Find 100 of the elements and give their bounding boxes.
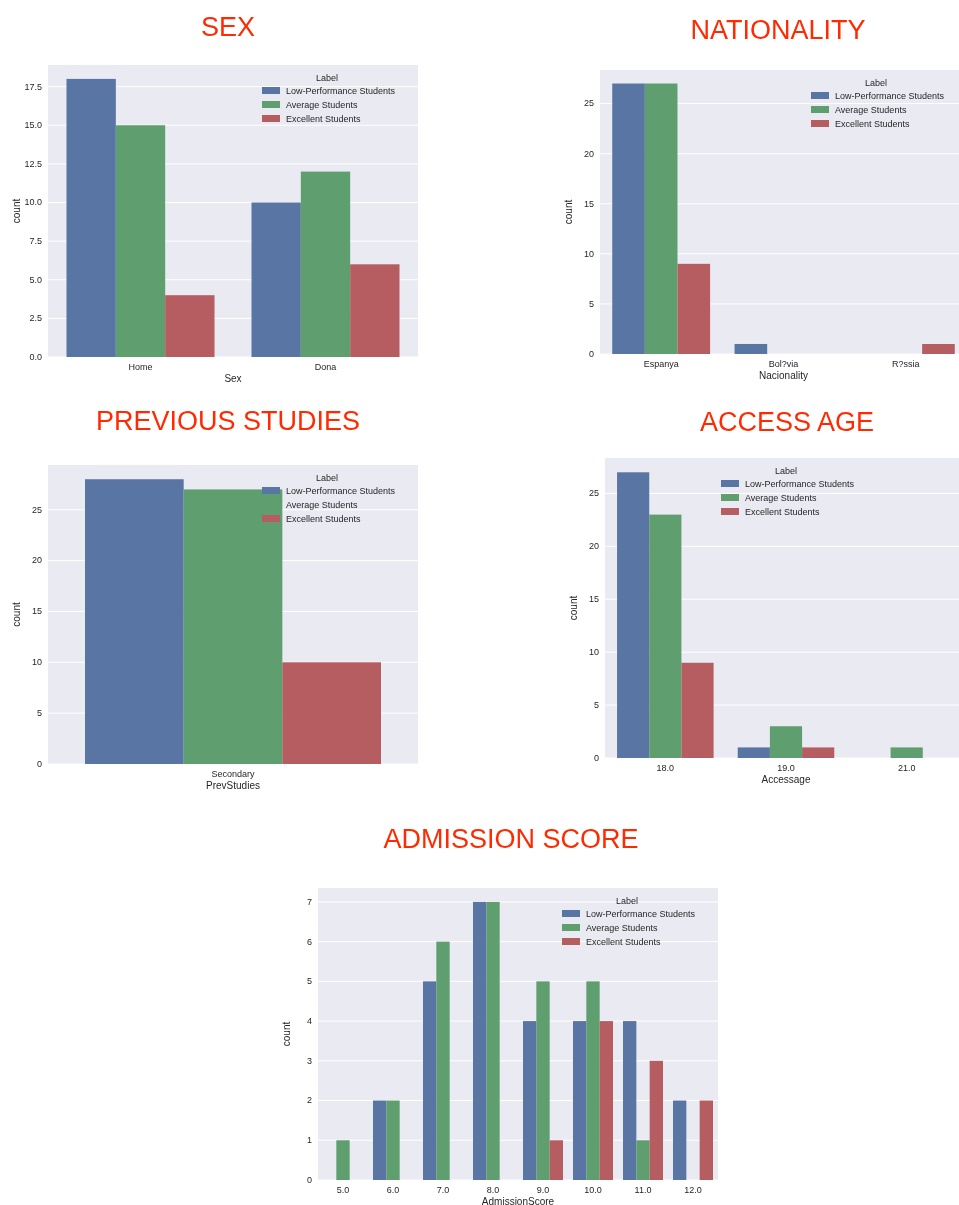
- bar: [386, 1100, 400, 1180]
- bar: [536, 981, 550, 1180]
- x-tick-label: 9.0: [536, 1185, 550, 1195]
- y-tick-label: 25: [588, 488, 599, 499]
- y-tick-label: 4: [306, 1015, 312, 1026]
- bar: [802, 747, 835, 758]
- y-tick-label: 20: [583, 148, 594, 159]
- legend-label: Low-Performance Students: [286, 486, 396, 496]
- x-tick-label: 21.0: [897, 763, 916, 773]
- chart-title: SEX: [200, 12, 256, 42]
- legend-title: Label: [315, 73, 339, 83]
- y-tick-label: 20: [31, 555, 42, 566]
- x-tick-label: R?ssia: [892, 359, 920, 369]
- legend-label: Excellent Students: [745, 507, 821, 517]
- y-tick-label: 17.5: [24, 81, 42, 92]
- bar: [473, 901, 487, 1180]
- bar: [115, 125, 166, 357]
- legend-label: Excellent Students: [286, 514, 362, 524]
- y-axis-title: count: [11, 602, 22, 627]
- y-tick-label: 0: [36, 758, 42, 769]
- chart-title: ADMISSION SCORE: [383, 824, 639, 854]
- x-axis-title: Sex: [224, 373, 242, 384]
- y-axis-title: count: [11, 198, 22, 224]
- y-tick-label: 5.0: [29, 274, 42, 285]
- legend-title: Label: [864, 78, 888, 88]
- bar: [623, 1021, 637, 1180]
- legend-label: Excellent Students: [586, 937, 662, 947]
- bar: [612, 83, 645, 354]
- chart-title: NATIONALITY: [690, 15, 866, 45]
- y-tick-label: 7: [306, 896, 312, 907]
- x-axis-title: PrevStudies: [206, 780, 260, 791]
- x-tick-label: Secondary: [211, 769, 256, 779]
- legend-title: Label: [315, 473, 339, 483]
- y-tick-label: 15.0: [24, 120, 42, 131]
- x-tick-label: 5.0: [336, 1185, 350, 1195]
- bar: [599, 1021, 613, 1180]
- y-tick-label: 10: [31, 657, 42, 668]
- y-tick-label: 0: [593, 752, 599, 763]
- x-tick-label: 18.0: [656, 763, 675, 773]
- y-tick-label: 3: [306, 1055, 312, 1066]
- y-tick-label: 7.5: [29, 236, 42, 247]
- y-tick-label: 12.5: [24, 158, 42, 169]
- legend-label: Average Students: [586, 923, 658, 933]
- y-tick-label: 0: [588, 348, 594, 359]
- bar: [734, 343, 768, 354]
- legend-label: Low-Performance Students: [286, 86, 396, 96]
- y-tick-label: 10: [588, 647, 599, 658]
- y-axis-title: count: [563, 199, 574, 225]
- bar: [350, 264, 400, 357]
- bar: [523, 1021, 537, 1180]
- legend-label: Low-Performance Students: [835, 91, 945, 101]
- chart-title: ACCESS AGE: [699, 407, 875, 437]
- y-tick-label: 25: [31, 504, 42, 515]
- bar: [282, 662, 381, 764]
- legend-label: Average Students: [286, 100, 358, 110]
- x-tick-label: 8.0: [486, 1185, 500, 1195]
- y-tick-label: 25: [583, 98, 594, 109]
- x-tick-label: 6.0: [386, 1185, 400, 1195]
- y-tick-label: 0.0: [29, 351, 42, 362]
- y-tick-label: 0: [306, 1174, 312, 1185]
- y-tick-label: 5: [588, 298, 594, 309]
- legend-label: Average Students: [745, 493, 817, 503]
- bar: [183, 489, 283, 764]
- y-tick-label: 20: [588, 541, 599, 552]
- y-tick-label: 15: [588, 594, 599, 605]
- legend-label: Average Students: [835, 105, 907, 115]
- bar: [436, 941, 450, 1180]
- bar: [85, 479, 184, 764]
- y-tick-label: 5: [36, 708, 42, 719]
- x-tick-label: 11.0: [634, 1185, 652, 1195]
- x-tick-label: Espanya: [643, 359, 679, 369]
- bar: [586, 981, 600, 1180]
- y-tick-label: 15: [31, 606, 42, 617]
- bar: [699, 1100, 713, 1180]
- legend-label: Low-Performance Students: [586, 909, 696, 919]
- x-axis-title: AdmissionScore: [481, 1196, 555, 1205]
- bar: [165, 295, 215, 357]
- y-tick-label: 15: [583, 198, 594, 209]
- x-axis-title: Accessage: [761, 774, 811, 785]
- bar: [644, 83, 678, 354]
- y-tick-label: 2: [306, 1095, 312, 1106]
- legend-label: Excellent Students: [286, 114, 362, 124]
- bar: [423, 981, 437, 1180]
- x-tick-label: 19.0: [777, 763, 795, 773]
- bar: [922, 343, 955, 354]
- y-axis-title: count: [281, 1021, 292, 1047]
- y-tick-label: 5: [306, 976, 312, 987]
- x-tick-label: Dona: [314, 362, 337, 372]
- y-tick-label: 1: [306, 1135, 312, 1146]
- chart-title: PREVIOUS STUDIES: [95, 406, 361, 436]
- legend-label: Low-Performance Students: [745, 479, 855, 489]
- x-tick-label: Home: [128, 362, 153, 372]
- y-tick-label: 5: [593, 699, 599, 710]
- bar: [737, 747, 770, 758]
- bar: [890, 747, 923, 758]
- x-axis-title: Nacionality: [759, 370, 808, 381]
- bar: [636, 1140, 650, 1180]
- bar: [677, 263, 711, 354]
- bar: [681, 662, 714, 758]
- y-axis-title: count: [568, 595, 579, 621]
